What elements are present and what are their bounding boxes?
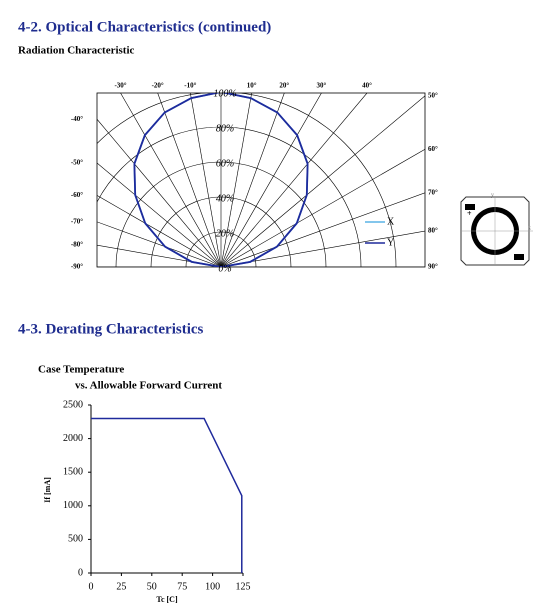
grid-arc xyxy=(150,196,292,267)
x-axis-label: Tc [C] xyxy=(156,595,178,604)
x-tick-label: 0 xyxy=(89,581,94,592)
angle-tick-label: -60° xyxy=(71,191,83,199)
angle-tick-label: 40° xyxy=(362,82,372,90)
grid-ray xyxy=(220,148,425,267)
angle-tick-label: 50° xyxy=(428,91,438,99)
polarity-mark: + xyxy=(467,209,472,218)
angle-tick-label: -30° xyxy=(114,82,126,90)
chart-title: Case Temperature xyxy=(38,364,124,376)
series-line xyxy=(91,417,243,573)
grid-ray xyxy=(97,119,222,267)
grid-ray xyxy=(220,192,425,267)
legend-label: X xyxy=(387,216,395,227)
y-tick-label: 0 xyxy=(78,567,83,578)
angle-tick-label: -90° xyxy=(71,263,83,271)
r-tick-label: 20% xyxy=(216,228,234,239)
angle-tick-label: 60° xyxy=(428,145,438,153)
grid-ray xyxy=(220,93,368,267)
chart-subtitle: vs. Allowable Forward Current xyxy=(75,380,222,392)
grid-ray xyxy=(190,93,222,267)
polar-plot xyxy=(97,93,425,267)
grid-arc xyxy=(97,93,397,267)
y-tick-label: 1500 xyxy=(63,466,83,477)
angle-tick-label: 80° xyxy=(428,227,438,235)
grid-ray xyxy=(97,195,222,267)
r-tick-label: 0% xyxy=(218,263,231,274)
y-tick-label: 2000 xyxy=(63,433,83,444)
grid-ray xyxy=(220,95,425,267)
grid-ray xyxy=(120,93,222,267)
legend-label: Y xyxy=(387,237,394,248)
angle-tick-label: 30° xyxy=(317,82,327,90)
angle-tick-label: -50° xyxy=(71,159,83,167)
y-tick-label: 2500 xyxy=(63,399,83,410)
angle-tick-label: 70° xyxy=(428,188,438,196)
angle-tick-label: 10° xyxy=(247,82,257,90)
axis-y-label: y xyxy=(491,192,494,198)
grid-ray xyxy=(97,221,222,267)
angle-tick-label: -80° xyxy=(71,241,83,249)
grid-ray xyxy=(220,230,425,267)
y-tick-label: 500 xyxy=(68,534,83,545)
grid-arc xyxy=(115,161,327,267)
r-tick-label: 100% xyxy=(213,88,236,99)
x-tick-label: 100 xyxy=(205,581,220,592)
grid-ray xyxy=(220,93,322,267)
x-tick-label: 25 xyxy=(116,581,126,592)
grid-arc xyxy=(185,231,257,267)
angle-tick-label: 90° xyxy=(428,263,438,271)
series-line xyxy=(133,93,309,267)
x-tick-label: 75 xyxy=(177,581,187,592)
grid-arc xyxy=(97,126,362,267)
heading: 4-2. Optical Characteristics (continued) xyxy=(18,19,271,35)
r-tick-label: 60% xyxy=(216,158,234,169)
plot-frame xyxy=(96,92,426,268)
grid-ray xyxy=(157,93,222,267)
angle-tick-label: -20° xyxy=(152,82,164,90)
r-tick-label: 40% xyxy=(216,193,234,204)
heading: 4-3. Derating Characteristics xyxy=(18,321,204,337)
chart-title: Radiation Characteristic xyxy=(18,45,135,57)
x-tick-label: 125 xyxy=(236,581,251,592)
y-tick-label: 1000 xyxy=(63,500,83,511)
angle-tick-label: -70° xyxy=(71,217,83,225)
angle-tick-label: -10° xyxy=(184,82,196,90)
axis-x-label: x xyxy=(528,225,531,231)
r-tick-label: 80% xyxy=(216,123,234,134)
x-tick-label: 50 xyxy=(147,581,157,592)
y-axis-label: If [mA] xyxy=(43,477,52,503)
grid-ray xyxy=(220,93,285,267)
angle-tick-label: 20° xyxy=(279,82,289,90)
grid-ray xyxy=(97,162,222,267)
package-diagram: + y x xyxy=(460,192,533,266)
angle-tick-label: -40° xyxy=(71,115,83,123)
grid-ray xyxy=(220,93,252,267)
